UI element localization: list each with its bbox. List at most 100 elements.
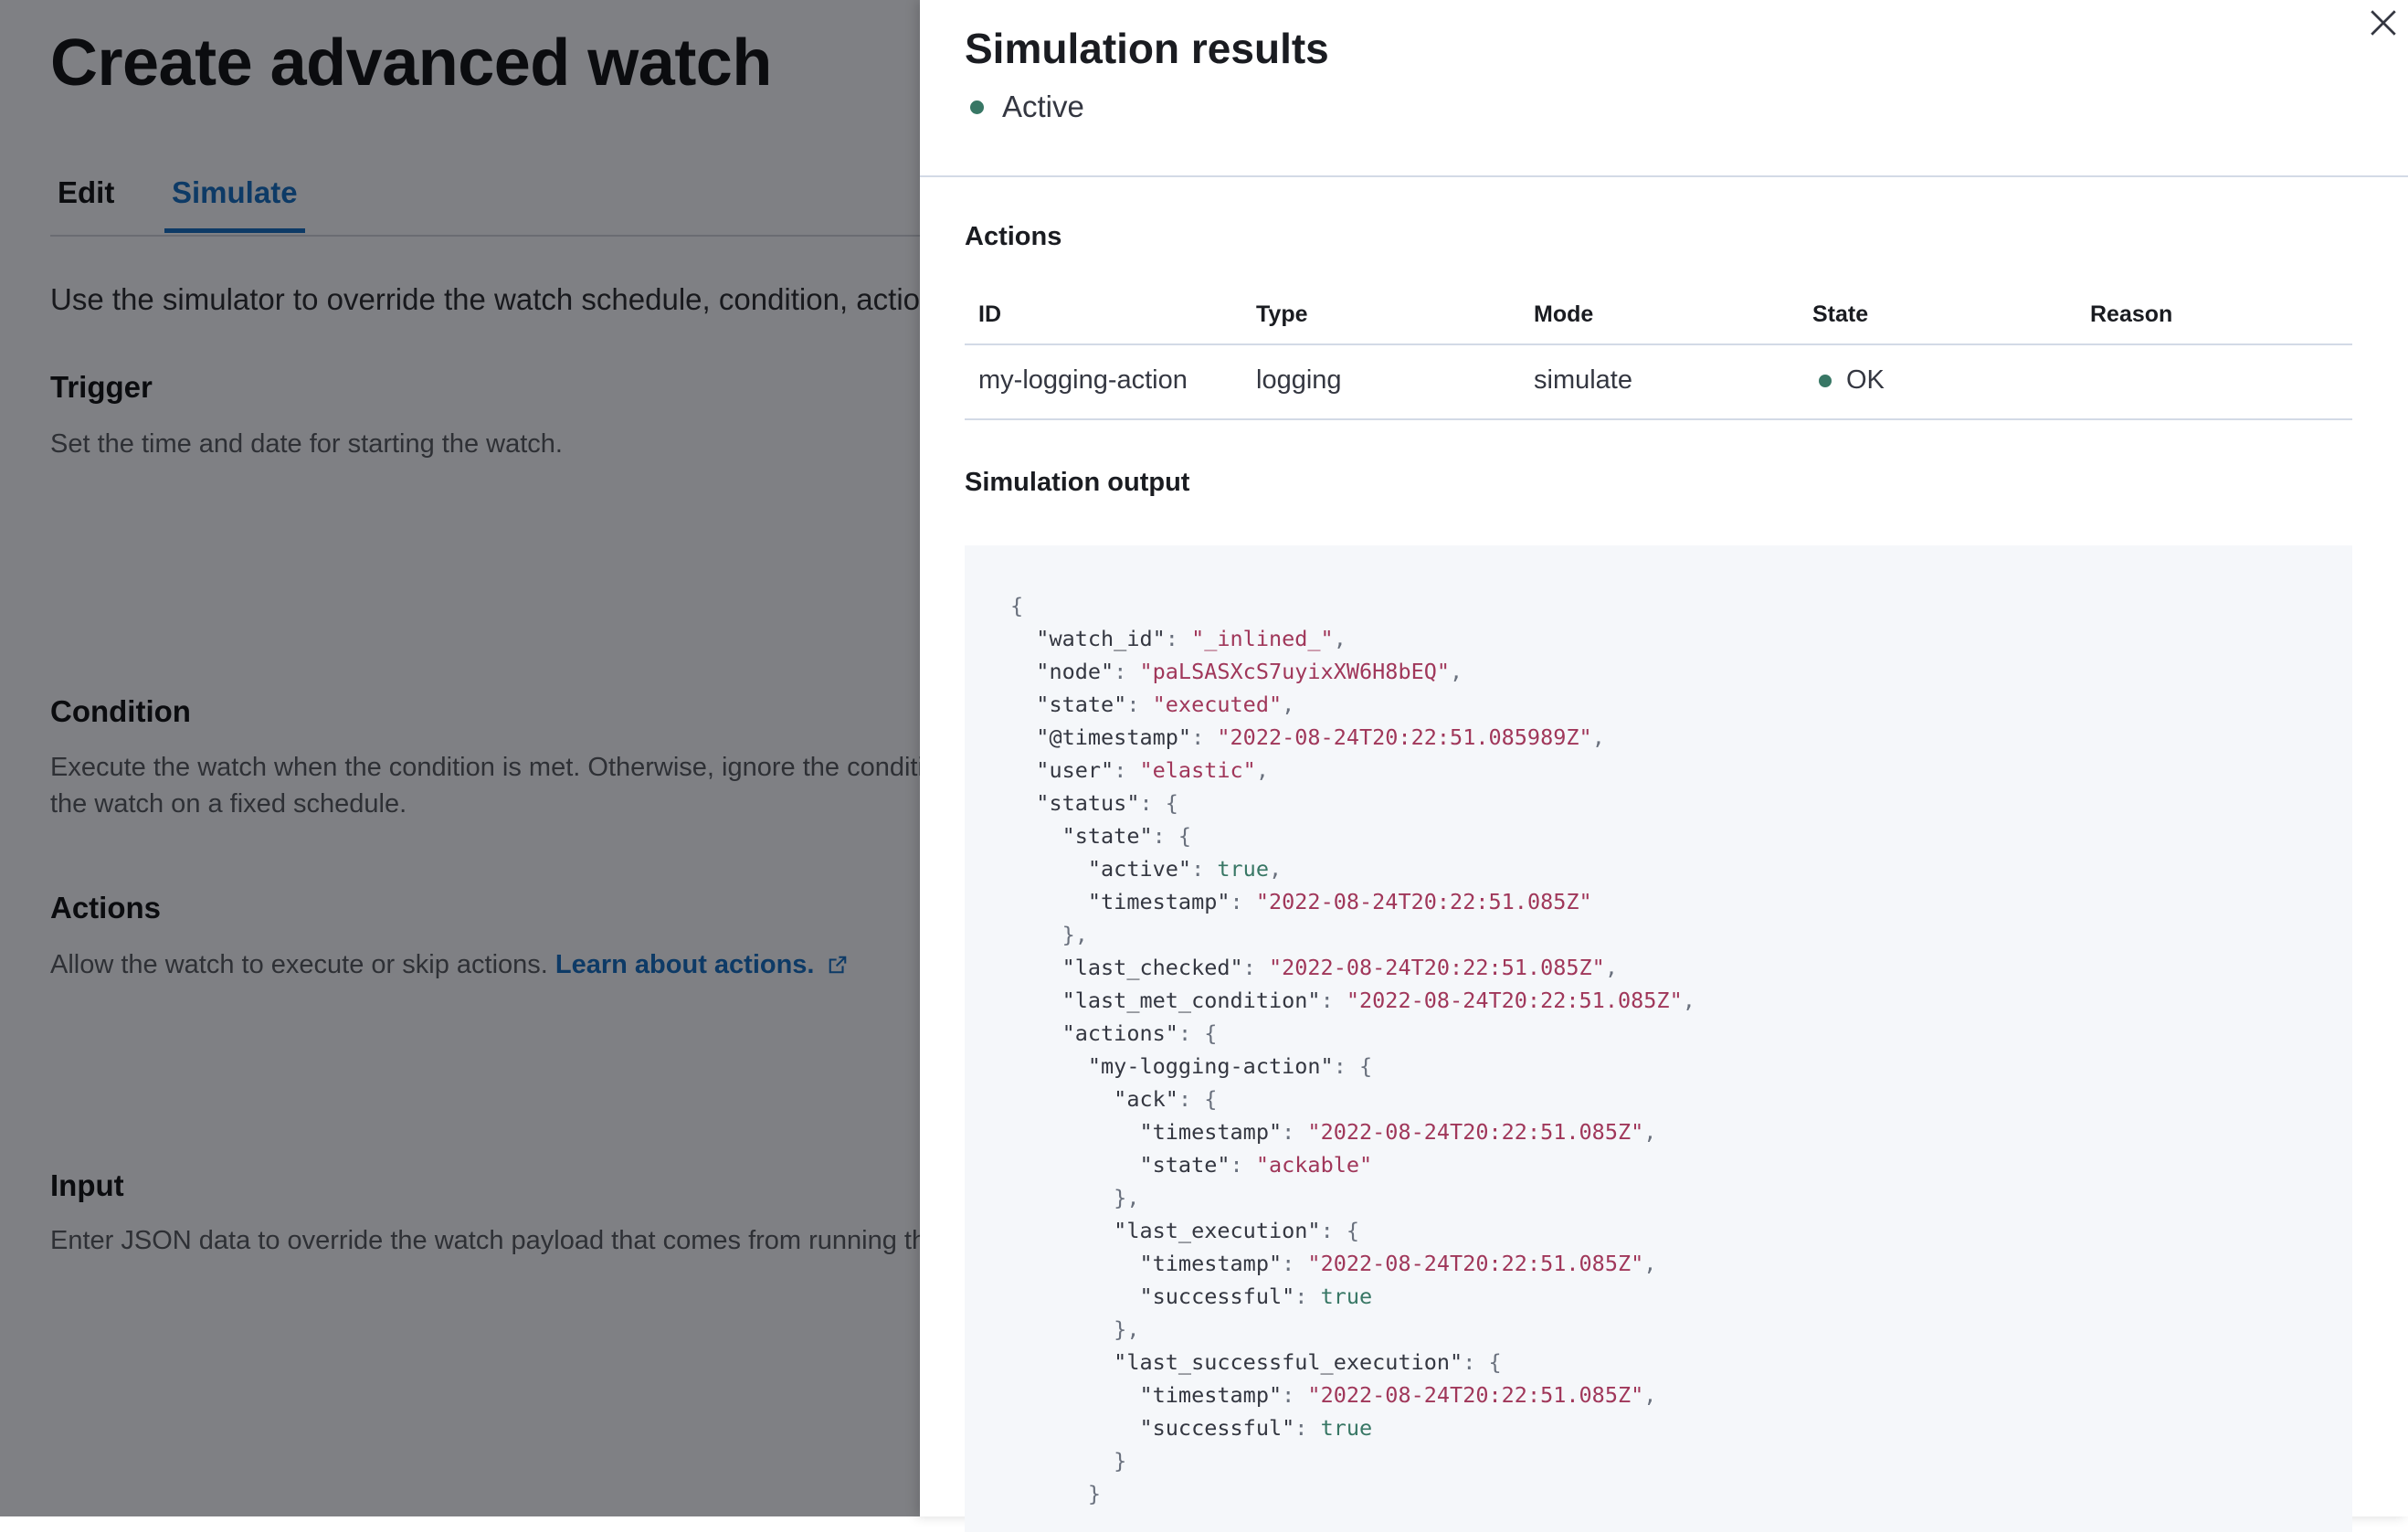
code-token-str: "2022-08-24T20:22:51.085Z" <box>1255 889 1592 914</box>
code-token-key: "successful" <box>1010 1284 1295 1309</box>
code-line: "state": "ackable" <box>1010 1148 1695 1181</box>
cell-state: OK <box>1819 365 1885 396</box>
simulation-results-flyout: Simulation results Active Actions ID Typ… <box>920 0 2408 1532</box>
input-description: Enter JSON data to override the watch pa… <box>50 1226 920 1255</box>
code-token-punct: , <box>1643 1119 1657 1145</box>
learn-about-actions-link[interactable]: Learn about actions. <box>555 950 848 979</box>
code-token-key: "state" <box>1010 1152 1230 1178</box>
code-line: "timestamp": "2022-08-24T20:22:51.085Z" <box>1010 885 1695 918</box>
code-token-punct: } <box>1010 1481 1102 1506</box>
code-line: } <box>1010 1477 1695 1510</box>
cell-id: my-logging-action <box>978 365 1188 395</box>
code-line: "timestamp": "2022-08-24T20:22:51.085Z", <box>1010 1247 1695 1280</box>
code-token-punct: : <box>1282 1382 1308 1408</box>
code-content: { "watch_id": "_inlined_", "node": "paLS… <box>1010 589 1695 1510</box>
column-header-mode[interactable]: Mode <box>1534 301 1594 327</box>
cell-mode: simulate <box>1534 365 1632 395</box>
code-token-key: "last_successful_execution" <box>1010 1349 1463 1375</box>
code-token-str: "_inlined_" <box>1191 626 1334 651</box>
column-header-reason[interactable]: Reason <box>2090 301 2173 327</box>
code-token-key: "last_execution" <box>1010 1218 1321 1243</box>
code-token-key: "last_met_condition" <box>1010 988 1321 1013</box>
simulation-output-code-block[interactable]: { "watch_id": "_inlined_", "node": "paLS… <box>965 545 2352 1532</box>
condition-heading: Condition <box>50 694 191 728</box>
code-token-punct: { <box>1010 593 1024 618</box>
code-token-key: "actions" <box>1010 1020 1178 1046</box>
code-token-str: "executed" <box>1152 692 1283 717</box>
code-token-punct: : { <box>1139 790 1178 816</box>
page-title: Create advanced watch <box>50 26 772 100</box>
code-token-punct: , <box>1333 626 1347 651</box>
simulation-output-heading: Simulation output <box>965 468 1190 497</box>
tab-edit[interactable]: Edit <box>58 175 115 209</box>
input-heading: Input <box>50 1168 124 1202</box>
header-divider <box>920 175 2408 177</box>
state-ok-dot-icon <box>1819 374 1832 387</box>
code-token-key: "@timestamp" <box>1010 724 1192 750</box>
code-token-punct: , <box>1682 988 1695 1013</box>
condition-description-1: Execute the watch when the condition is … <box>50 753 920 782</box>
code-token-punct: , <box>1255 757 1269 783</box>
code-token-punct: : <box>1230 1152 1256 1178</box>
code-line: "last_execution": { <box>1010 1214 1695 1247</box>
actions-heading: Actions <box>50 891 162 924</box>
code-token-punct: , <box>1643 1382 1657 1408</box>
table-row: my-logging-action logging simulate OK <box>965 345 2352 420</box>
trigger-description: Set the time and date for starting the w… <box>50 429 563 459</box>
code-token-punct: : <box>1320 988 1347 1013</box>
code-token-punct: : <box>1114 757 1140 783</box>
code-token-str: "2022-08-24T20:22:51.085Z" <box>1268 955 1605 980</box>
column-header-type[interactable]: Type <box>1256 301 1308 327</box>
code-token-punct: : <box>1230 889 1256 914</box>
code-token-bool: true <box>1320 1284 1373 1309</box>
code-line: "user": "elastic", <box>1010 754 1695 787</box>
code-token-punct: }, <box>1010 922 1088 947</box>
code-line: "ack": { <box>1010 1083 1695 1115</box>
code-line: "state": { <box>1010 819 1695 852</box>
code-token-str: "2022-08-24T20:22:51.085Z" <box>1307 1382 1644 1408</box>
code-line: "successful": true <box>1010 1280 1695 1313</box>
code-line: "last_checked": "2022-08-24T20:22:51.085… <box>1010 951 1695 984</box>
code-token-punct: : { <box>1152 823 1192 849</box>
code-token-punct: , <box>1282 692 1295 717</box>
column-header-id[interactable]: ID <box>978 301 1001 327</box>
code-token-key: "my-logging-action" <box>1010 1053 1334 1079</box>
code-line: "actions": { <box>1010 1017 1695 1050</box>
intro-text: Use the simulator to override the watch … <box>50 282 920 316</box>
code-token-punct: : <box>1282 1251 1308 1276</box>
actions-table-heading: Actions <box>965 222 1062 251</box>
code-token-key: "active" <box>1010 856 1192 882</box>
status-label: Active <box>1002 90 1084 123</box>
code-token-key: "timestamp" <box>1010 889 1230 914</box>
status-badge: Active <box>970 90 1084 124</box>
code-token-punct: , <box>1268 856 1283 882</box>
code-line: "timestamp": "2022-08-24T20:22:51.085Z", <box>1010 1379 1695 1411</box>
code-token-key: "last_checked" <box>1010 955 1243 980</box>
code-token-str: "elastic" <box>1139 757 1256 783</box>
code-line: } <box>1010 1444 1695 1477</box>
code-token-punct: : <box>1126 692 1153 717</box>
actions-description-text: Allow the watch to execute or skip actio… <box>50 950 548 979</box>
code-token-punct: }, <box>1010 1316 1140 1342</box>
code-token-punct: , <box>1450 659 1463 684</box>
code-token-key: "ack" <box>1010 1086 1178 1112</box>
code-token-str: "2022-08-24T20:22:51.085989Z" <box>1217 724 1592 750</box>
tab-simulate[interactable]: Simulate <box>164 170 305 233</box>
close-icon[interactable] <box>2368 7 2399 38</box>
code-token-str: "2022-08-24T20:22:51.085Z" <box>1346 988 1683 1013</box>
code-token-str: "2022-08-24T20:22:51.085Z" <box>1307 1119 1644 1145</box>
code-token-punct: , <box>1591 724 1605 750</box>
code-token-key: "watch_id" <box>1010 626 1166 651</box>
column-header-state[interactable]: State <box>1812 301 1869 327</box>
code-line: "@timestamp": "2022-08-24T20:22:51.08598… <box>1010 721 1695 754</box>
code-token-punct: : <box>1242 955 1269 980</box>
code-line: "timestamp": "2022-08-24T20:22:51.085Z", <box>1010 1115 1695 1148</box>
code-line: "last_successful_execution": { <box>1010 1346 1695 1379</box>
code-line: "node": "paLSASXcS7uyixXW6H8bEQ", <box>1010 655 1695 688</box>
create-watch-page-dimmed[interactable]: Create advanced watch Edit Simulate Use … <box>0 0 920 1516</box>
code-line: { <box>1010 589 1695 622</box>
code-line: "last_met_condition": "2022-08-24T20:22:… <box>1010 984 1695 1017</box>
cell-state-label: OK <box>1846 365 1885 395</box>
code-token-str: "paLSASXcS7uyixXW6H8bEQ" <box>1139 659 1451 684</box>
actions-description: Allow the watch to execute or skip actio… <box>50 946 848 983</box>
